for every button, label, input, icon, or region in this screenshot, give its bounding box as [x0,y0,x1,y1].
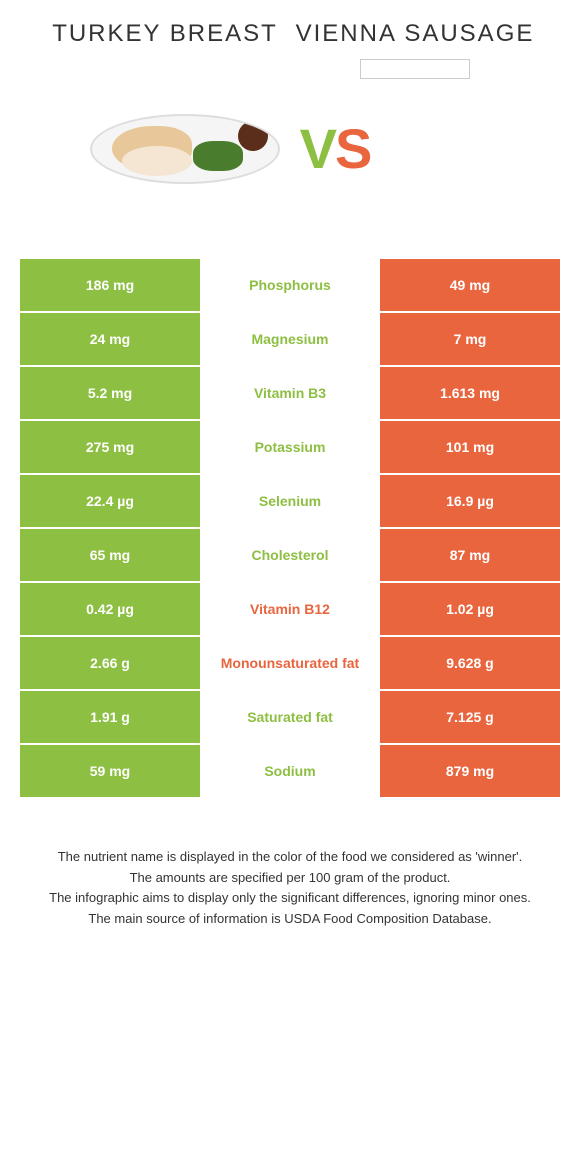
nutrient-label: Monounsaturated fat [200,637,380,689]
vs-s-letter: S [335,117,370,180]
left-value: 186 mg [20,259,200,311]
left-food-image [80,89,290,209]
footer-line: The amounts are specified per 100 gram o… [30,868,550,889]
vs-label: VS [300,116,371,181]
nutrient-label: Cholesterol [200,529,380,581]
right-value: 1.613 mg [380,367,560,419]
left-value: 5.2 mg [20,367,200,419]
nutrient-label: Phosphorus [200,259,380,311]
left-value: 22.4 µg [20,475,200,527]
vs-row: VS [0,89,580,229]
right-value: 101 mg [380,421,560,473]
left-value: 59 mg [20,745,200,797]
right-value: 16.9 µg [380,475,560,527]
left-value: 0.42 µg [20,583,200,635]
table-row: 275 mgPotassium101 mg [20,421,560,473]
footer-notes: The nutrient name is displayed in the co… [0,847,580,930]
nutrient-label: Sodium [200,745,380,797]
nutrient-table: 186 mgPhosphorus49 mg24 mgMagnesium7 mg5… [20,259,560,797]
right-food-title: VIENNA SAUSAGE [290,20,540,49]
footer-line: The infographic aims to display only the… [30,888,550,909]
table-row: 2.66 gMonounsaturated fat9.628 g [20,637,560,689]
table-row: 24 mgMagnesium7 mg [20,313,560,365]
table-row: 22.4 µgSelenium16.9 µg [20,475,560,527]
nutrient-label: Magnesium [200,313,380,365]
image-placeholder [360,59,470,79]
header-left: TURKEY BREAST [40,20,290,79]
vs-v-letter: V [300,117,335,180]
table-row: 0.42 µgVitamin B121.02 µg [20,583,560,635]
footer-line: The nutrient name is displayed in the co… [30,847,550,868]
nutrient-label: Selenium [200,475,380,527]
table-row: 186 mgPhosphorus49 mg [20,259,560,311]
left-value: 275 mg [20,421,200,473]
nutrient-label: Vitamin B12 [200,583,380,635]
table-row: 5.2 mgVitamin B31.613 mg [20,367,560,419]
nutrient-label: Vitamin B3 [200,367,380,419]
left-value: 24 mg [20,313,200,365]
left-value: 1.91 g [20,691,200,743]
left-value: 65 mg [20,529,200,581]
left-food-title: TURKEY BREAST [40,20,290,49]
nutrient-label: Saturated fat [200,691,380,743]
right-value: 1.02 µg [380,583,560,635]
nutrient-label: Potassium [200,421,380,473]
right-value: 9.628 g [380,637,560,689]
table-row: 65 mgCholesterol87 mg [20,529,560,581]
right-value: 7.125 g [380,691,560,743]
table-row: 1.91 gSaturated fat7.125 g [20,691,560,743]
right-value: 49 mg [380,259,560,311]
left-value: 2.66 g [20,637,200,689]
right-value: 87 mg [380,529,560,581]
footer-line: The main source of information is USDA F… [30,909,550,930]
table-row: 59 mgSodium879 mg [20,745,560,797]
right-value: 879 mg [380,745,560,797]
right-value: 7 mg [380,313,560,365]
header-right: VIENNA SAUSAGE [290,20,540,79]
header: TURKEY BREAST VIENNA SAUSAGE [0,0,580,89]
plate-icon [90,114,280,184]
